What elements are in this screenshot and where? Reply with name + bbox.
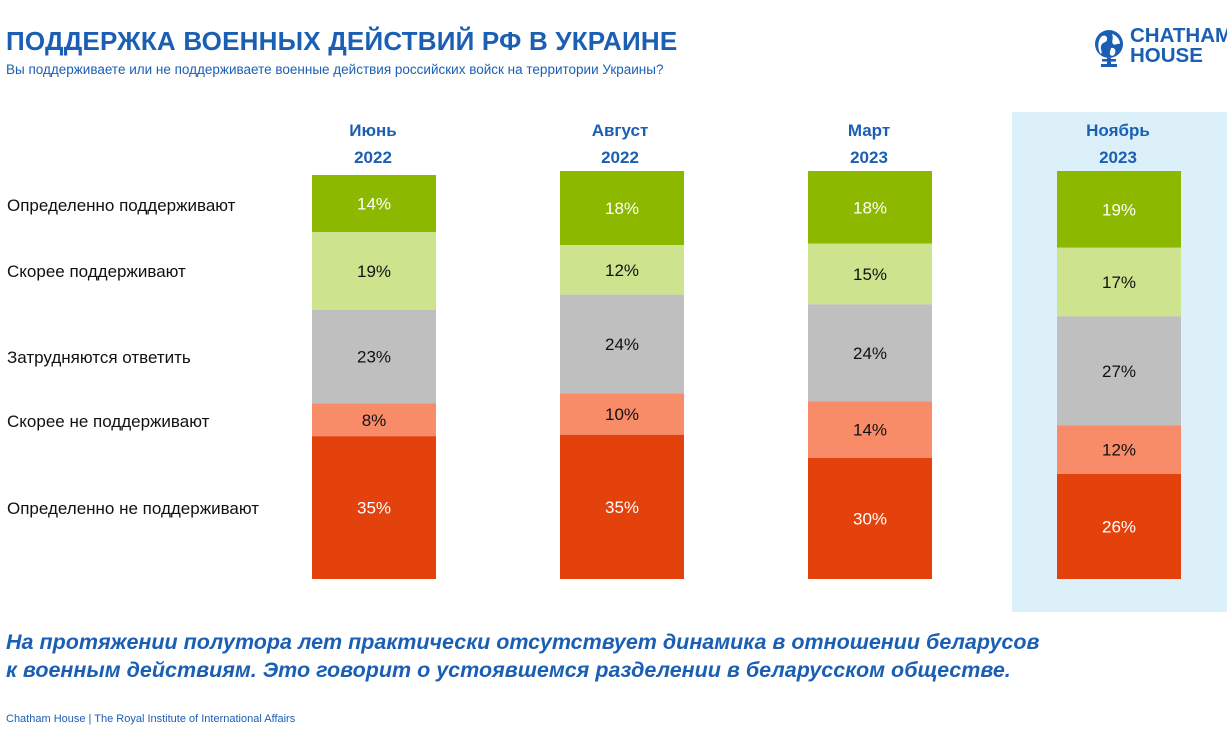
conclusion-line-1: На протяжении полутора лет практически о… — [6, 630, 1040, 654]
conclusion-text: На протяжении полутора лет практически о… — [6, 628, 1227, 684]
data-label: 26% — [1102, 517, 1136, 536]
row-label-rather-support: Скорее поддерживают — [7, 262, 186, 281]
period-header-aug-2022: Август 2022 — [545, 117, 695, 171]
bar-segment — [1057, 171, 1181, 248]
data-label: 30% — [853, 509, 887, 528]
data-label: 35% — [605, 498, 639, 517]
bar-segment — [1057, 473, 1181, 579]
period-year: 2023 — [850, 148, 888, 167]
bar-segment — [560, 434, 684, 579]
row-label-undecided: Затрудняются ответить — [7, 348, 191, 367]
data-label: 19% — [357, 262, 391, 281]
period-header-nov-2023: Ноябрь 2023 — [1043, 117, 1193, 171]
data-label: 35% — [357, 499, 391, 518]
period-month: Март — [847, 121, 891, 140]
bar-segment — [1057, 425, 1181, 474]
chatham-house-logo: CHATHAM HOUSE — [1092, 26, 1227, 72]
period-month: Август — [591, 121, 649, 140]
bar-segment — [808, 401, 932, 458]
row-label-definitely-support: Определенно поддерживают — [7, 196, 236, 215]
bar-segment — [312, 309, 436, 404]
conclusion-line-2: к военным действиям. Это говорит о устоя… — [6, 658, 1011, 682]
bar-segment — [312, 403, 436, 437]
logo-text-line2: HOUSE — [1130, 44, 1203, 67]
data-label: 17% — [1102, 273, 1136, 292]
bar-segment — [560, 245, 684, 295]
data-label: 19% — [1102, 200, 1136, 219]
bar-segment — [808, 304, 932, 402]
bar-segment — [560, 294, 684, 394]
period-year: 2023 — [1099, 148, 1137, 167]
data-label: 12% — [605, 261, 639, 280]
bar-segment — [312, 175, 436, 233]
data-label: 24% — [605, 335, 639, 354]
period-header-mar-2023: Март 2023 — [794, 117, 944, 171]
page-title: ПОДДЕРЖКА ВОЕННЫХ ДЕЙСТВИЙ РФ В УКРАИНЕ — [6, 26, 678, 56]
data-label: 8% — [362, 411, 387, 430]
bar-segment — [312, 232, 436, 310]
period-month: Июнь — [349, 121, 397, 140]
data-label: 15% — [853, 265, 887, 284]
period-year: 2022 — [601, 148, 639, 167]
period-month: Ноябрь — [1086, 121, 1150, 140]
period-header-jun-2022: Июнь 2022 — [298, 117, 448, 171]
data-label: 24% — [853, 344, 887, 363]
period-year: 2022 — [354, 148, 392, 167]
data-label: 10% — [605, 405, 639, 424]
data-label: 14% — [853, 421, 887, 440]
bar-segment — [560, 393, 684, 435]
footer-text: Chatham House | The Royal Institute of I… — [6, 713, 296, 725]
page-subtitle: Вы поддерживаете или не поддерживаете во… — [6, 62, 664, 77]
data-label: 27% — [1102, 362, 1136, 381]
bar-segment — [808, 243, 932, 305]
data-label: 12% — [1102, 441, 1136, 460]
data-label: 23% — [357, 348, 391, 367]
bar-segment — [808, 457, 932, 579]
logo-text-line1: CHATHAM — [1130, 26, 1227, 47]
bar-segment — [1057, 247, 1181, 317]
bar-segment — [1057, 316, 1181, 426]
bar-segment — [808, 171, 932, 244]
row-label-rather-oppose: Скорее не поддерживают — [7, 412, 210, 431]
data-label: 18% — [605, 199, 639, 218]
globe-icon — [1095, 30, 1123, 67]
bar-segment — [560, 171, 684, 246]
bar-segment — [312, 436, 436, 579]
data-label: 14% — [357, 195, 391, 214]
data-label: 18% — [853, 198, 887, 217]
row-label-definitely-oppose: Определенно не поддерживают — [7, 499, 260, 518]
